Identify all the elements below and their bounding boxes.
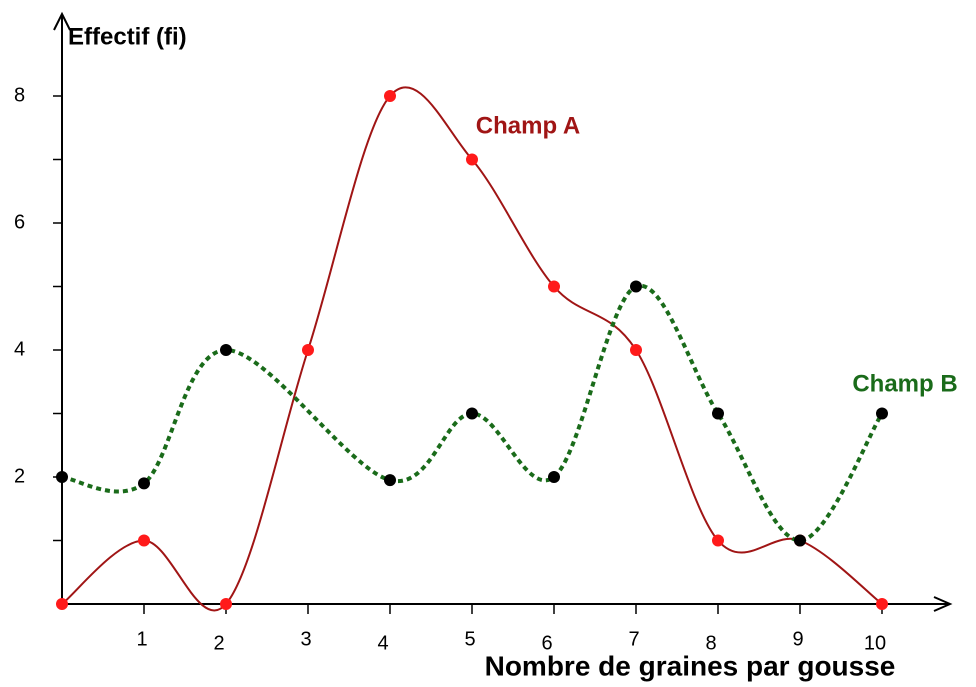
x-axis-arrow	[933, 596, 953, 612]
y-tick-label: 8	[14, 84, 25, 106]
series-line	[61, 283, 884, 543]
y-axis-arrow	[53, 11, 71, 31]
data-point	[138, 477, 150, 490]
x-tick-label: 6	[541, 632, 552, 654]
data-point	[712, 534, 724, 547]
x-tick-label: 7	[628, 628, 639, 650]
x-tick-label: 5	[464, 628, 475, 650]
data-point	[302, 344, 314, 356]
data-point	[794, 534, 806, 547]
data-point	[56, 598, 68, 610]
y-tick-label: 4	[14, 338, 25, 360]
data-point	[630, 280, 642, 293]
data-point	[548, 471, 560, 483]
x-tick-label: 9	[792, 628, 803, 650]
data-point	[220, 344, 232, 356]
x-tick-label: 8	[705, 632, 716, 654]
x-tick-label: 10	[864, 632, 886, 654]
y-tick-label: 2	[14, 465, 25, 487]
data-point	[712, 407, 724, 420]
data-point	[56, 471, 68, 483]
series-line	[61, 86, 883, 612]
data-point	[548, 280, 560, 293]
data-point	[630, 344, 642, 356]
x-tick-label: 2	[213, 632, 224, 654]
data-point	[466, 407, 478, 420]
series-label: Champ B	[852, 370, 957, 397]
data-point	[876, 407, 888, 420]
data-point	[466, 153, 478, 166]
series-label: Champ A	[476, 112, 580, 139]
data-point	[876, 598, 888, 610]
x-tick-label: 4	[377, 632, 388, 654]
x-tick-label: 1	[136, 628, 147, 650]
x-tick-label: 3	[300, 628, 311, 650]
data-point	[138, 534, 150, 547]
data-point	[384, 474, 396, 487]
x-axis-label: Nombre de graines par gousse	[485, 650, 896, 681]
y-axis-label: Effectif (fi)	[68, 23, 187, 50]
y-tick-label: 6	[14, 211, 25, 233]
data-point	[384, 90, 396, 102]
data-point	[220, 598, 232, 610]
